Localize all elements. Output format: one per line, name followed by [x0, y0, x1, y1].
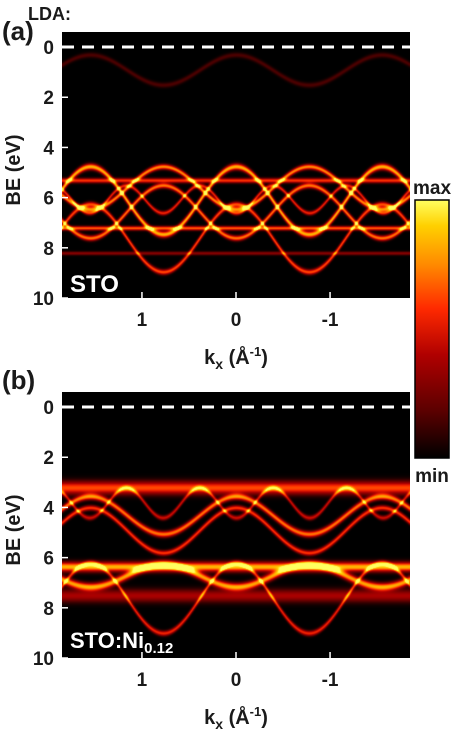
panel-a-ytick-label: 6	[43, 189, 54, 210]
panel-b-xlabel-unit: (Å	[229, 705, 250, 729]
panel-a-xlabel-sup: -1	[250, 344, 262, 359]
colorbar: max min	[413, 178, 451, 487]
panel-b-xtick-label: 1	[137, 670, 148, 691]
panel-b-ytick-label: 6	[43, 549, 54, 570]
panel-b-ytick-label: 0	[43, 398, 54, 419]
panel-a-ytick-label: 0	[43, 38, 54, 59]
panel-a-xlabel-unit: (Å	[229, 345, 250, 369]
panel-b-xlabel-close: )	[261, 707, 268, 729]
panel-a-ytick-label: 4	[43, 138, 54, 159]
panel-a-ytick-label: 10	[33, 289, 54, 310]
panel-b-xlabel-sub: x	[215, 716, 223, 732]
panel-a-ytick-label: 2	[43, 88, 54, 109]
panel-a-tag: (a)	[2, 16, 34, 46]
panel-b-heatmap	[62, 392, 410, 658]
panel-a-xlabel-sub: x	[215, 356, 223, 372]
panel-b-xtick-label: -1	[322, 670, 339, 691]
panel-b-ytick-label: 2	[43, 448, 54, 469]
panel-a-xlabel-k: k	[204, 347, 216, 369]
colorbar-gradient	[414, 199, 450, 459]
panel-a-ytick-label: 8	[43, 239, 54, 260]
panel-b-xlabel-sup: -1	[250, 704, 262, 719]
panel-a-xlabel-close: )	[261, 347, 268, 369]
panel-a-xtick-label: 1	[137, 310, 148, 331]
panel-b-sample-label: STO:Ni0.12	[70, 628, 173, 657]
panel-a-xlabel: kx (Å-1)	[204, 344, 268, 372]
panel-a-xtick-label: -1	[322, 310, 339, 331]
panel-b-tag: (b)	[2, 365, 35, 395]
panel-a-xtick-label: 0	[231, 310, 242, 331]
panel-b-xtick-label: 0	[231, 670, 242, 691]
panel-b-ytick-label: 4	[43, 498, 54, 519]
method-label: LDA:	[28, 4, 71, 24]
colorbar-min-label: min	[415, 466, 449, 487]
panel-b-ytick-label: 8	[43, 599, 54, 620]
panel-a-ylabel: BE (eV)	[3, 134, 25, 205]
panel-b-ytick-label: 10	[33, 649, 54, 670]
panel-b-sample-name: STO:Ni	[70, 628, 144, 653]
panel-b-xlabel-k: k	[204, 707, 216, 729]
panel-b-ylabel: BE (eV)	[3, 494, 25, 565]
panel-b-sample-sub: 0.12	[144, 640, 173, 657]
colorbar-max-label: max	[413, 178, 451, 199]
panel-a-sample-label: STO	[70, 271, 119, 298]
panel-b-xlabel: kx (Å-1)	[204, 704, 268, 732]
panel-a-heatmap	[62, 32, 410, 298]
